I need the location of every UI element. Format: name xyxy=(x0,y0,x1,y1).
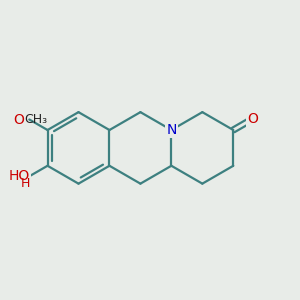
Text: H: H xyxy=(21,177,31,190)
Text: CH₃: CH₃ xyxy=(24,112,47,126)
Text: HO: HO xyxy=(9,169,30,183)
Text: N: N xyxy=(166,123,177,137)
Text: O: O xyxy=(13,112,24,127)
Text: O: O xyxy=(247,112,258,126)
